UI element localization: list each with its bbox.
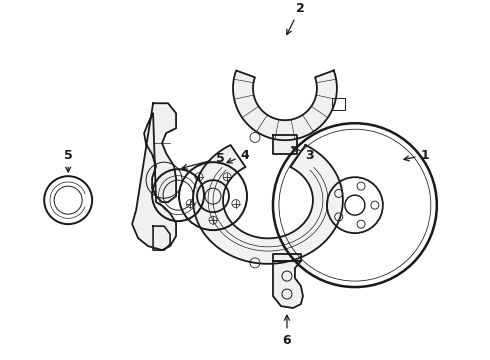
Polygon shape xyxy=(153,226,170,250)
Text: 6: 6 xyxy=(283,315,291,347)
Text: 5: 5 xyxy=(64,149,73,172)
Polygon shape xyxy=(273,135,297,154)
Polygon shape xyxy=(233,71,337,140)
Text: 4: 4 xyxy=(227,149,249,163)
Text: 2: 2 xyxy=(287,2,304,35)
Polygon shape xyxy=(273,261,303,308)
Polygon shape xyxy=(193,145,343,264)
Polygon shape xyxy=(132,103,176,250)
Text: 3: 3 xyxy=(292,147,314,162)
Text: 5: 5 xyxy=(182,152,224,169)
Polygon shape xyxy=(273,254,301,261)
Text: 1: 1 xyxy=(404,149,429,162)
